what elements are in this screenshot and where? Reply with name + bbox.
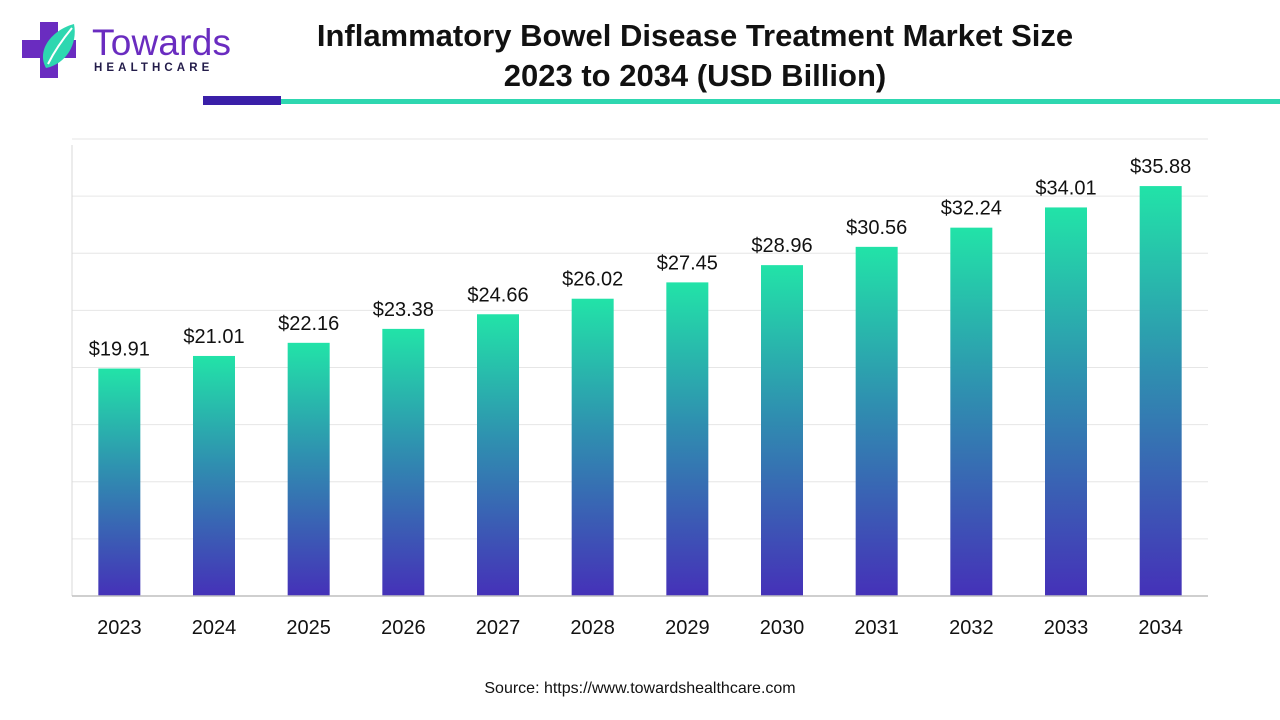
bar-2029 [666, 282, 709, 596]
brand-subtitle: HEALTHCARE [94, 62, 214, 74]
bar-2030 [761, 265, 803, 596]
data-label-2026: $23.38 [373, 299, 434, 321]
data-label-2033: $34.01 [1035, 177, 1096, 199]
brand-name: Towards [92, 22, 232, 63]
x-tick-2025: 2025 [286, 617, 331, 639]
x-tick-2033: 2033 [1044, 617, 1089, 639]
bar-2027 [477, 314, 519, 596]
data-label-2028: $26.02 [562, 269, 623, 291]
bar-2028 [571, 298, 614, 596]
bar-2025 [287, 342, 330, 596]
data-label-2024: $21.01 [183, 326, 244, 348]
x-tick-2023: 2023 [97, 617, 142, 639]
x-tick-2027: 2027 [476, 617, 521, 639]
data-label-2023: $19.91 [89, 339, 150, 361]
x-tick-2028: 2028 [570, 617, 615, 639]
bar-2026 [382, 328, 425, 596]
data-label-2031: $30.56 [846, 217, 907, 239]
cross-leaf-icon [22, 22, 76, 78]
data-label-2027: $24.66 [467, 284, 528, 306]
header-accent-dark [203, 96, 281, 105]
brand-logo: Towards HEALTHCARE [22, 20, 232, 80]
x-tick-2032: 2032 [949, 617, 994, 639]
x-tick-2029: 2029 [665, 617, 710, 639]
bar-2032 [950, 227, 993, 596]
data-label-2032: $32.24 [941, 198, 1002, 220]
source-note: Source: https://www.towardshealthcare.co… [484, 680, 796, 697]
bar-2031 [855, 246, 898, 597]
header-accent-teal [281, 99, 1280, 104]
chart-title-line2: 2023 to 2034 (USD Billion) [503, 58, 887, 93]
x-tick-2031: 2031 [854, 617, 899, 639]
data-label-2025: $22.16 [278, 313, 339, 335]
data-label-2034: $35.88 [1130, 156, 1191, 178]
x-tick-2030: 2030 [760, 617, 805, 639]
chart-title-line1: Inflammatory Bowel Disease Treatment Mar… [316, 18, 1074, 53]
data-label-2029: $27.45 [657, 252, 718, 274]
data-label-2030: $28.96 [751, 235, 812, 257]
bar-2024 [193, 355, 235, 596]
bar-2023 [98, 368, 141, 596]
bar-2034 [1139, 186, 1182, 597]
chart-title: Inflammatory Bowel Disease Treatment Mar… [280, 16, 1110, 96]
bar-2033 [1045, 207, 1087, 597]
x-tick-2026: 2026 [381, 617, 426, 639]
x-tick-2034: 2034 [1138, 617, 1183, 639]
x-tick-2024: 2024 [192, 617, 237, 639]
